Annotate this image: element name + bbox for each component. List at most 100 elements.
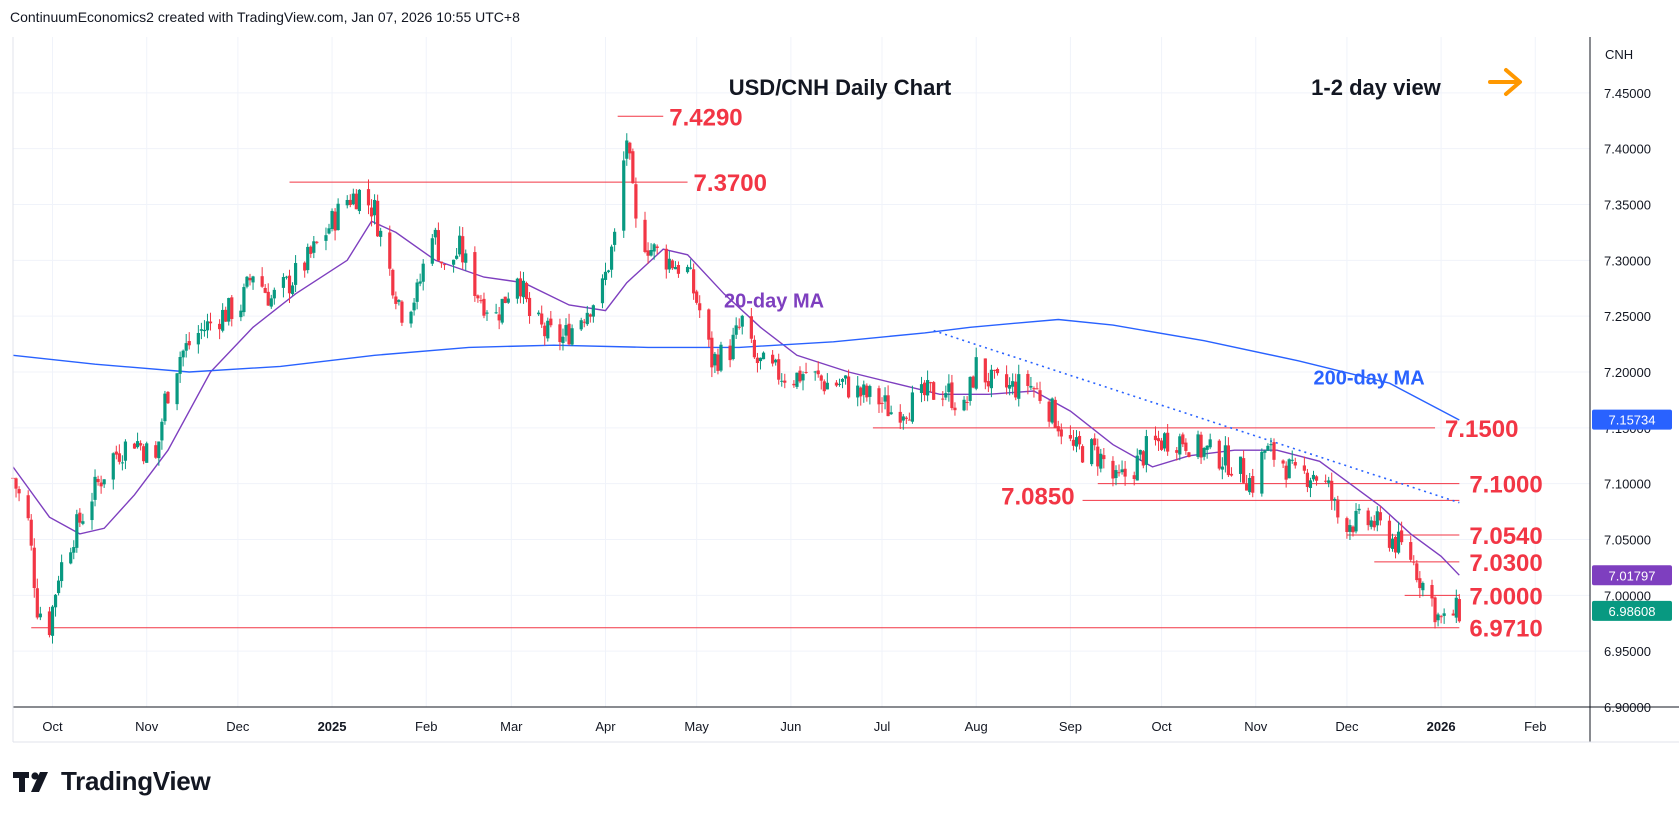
level-labels: 7.4290 7.3700 7.1500 7.1000 7.0850 7.05407.03…: [669, 104, 1543, 642]
candle: [473, 246, 477, 302]
x-tick-label: Jun: [780, 719, 801, 734]
candle: [1181, 432, 1185, 448]
candle: [673, 261, 678, 270]
y-tick-label: 7.30000: [1604, 253, 1651, 268]
candle: [515, 277, 519, 304]
candle: [1014, 373, 1018, 401]
candle: [546, 317, 550, 342]
candle: [187, 332, 191, 350]
candle: [774, 358, 778, 366]
candle: [1223, 436, 1227, 473]
candle: [622, 151, 626, 238]
candle: [230, 294, 234, 327]
candle: [670, 259, 674, 271]
level-label: 7.4290: [669, 104, 742, 131]
candle: [962, 396, 966, 412]
candle: [1260, 448, 1264, 497]
candle: [139, 440, 143, 451]
candle: [1409, 536, 1413, 562]
candle: [603, 262, 608, 286]
candle: [1251, 468, 1255, 498]
candle: [843, 375, 848, 385]
candle: [1184, 438, 1188, 455]
candle: [968, 376, 972, 406]
candle: [96, 475, 100, 486]
candle: [1056, 420, 1060, 437]
candle: [135, 432, 140, 449]
candle: [971, 375, 975, 389]
candle: [1229, 467, 1234, 477]
candle: [1178, 433, 1182, 461]
candle: [1099, 448, 1103, 473]
candle: [330, 208, 334, 232]
candle: [974, 347, 978, 391]
candle: [527, 292, 532, 324]
candle: [38, 606, 42, 621]
candle: [567, 313, 571, 346]
candle: [1032, 386, 1036, 398]
candle: [740, 314, 744, 335]
candle: [965, 396, 969, 411]
candle: [901, 414, 905, 430]
y-tick-label: 7.40000: [1604, 142, 1651, 157]
candle: [145, 441, 149, 463]
candle: [792, 380, 796, 388]
candle: [944, 385, 948, 401]
candle: [208, 312, 213, 331]
candle: [804, 362, 808, 374]
candle: [421, 259, 425, 291]
candle: [995, 367, 1000, 376]
ma20-label: 20-day MA: [724, 290, 824, 312]
candle: [1308, 477, 1313, 498]
candle: [1132, 471, 1136, 486]
candle: [588, 313, 592, 323]
level-label: 7.3700: [694, 170, 767, 197]
candle: [1393, 535, 1398, 559]
candle: [1457, 594, 1461, 623]
candle: [950, 374, 954, 411]
candle: [1387, 515, 1392, 552]
candle: [1354, 503, 1358, 534]
candle: [218, 319, 222, 340]
horizontal-levels: [31, 115, 1460, 629]
resistance-trendline: [933, 329, 1460, 504]
candle: [749, 307, 753, 343]
candle: [947, 374, 951, 402]
candle: [1390, 533, 1395, 552]
candle: [549, 310, 553, 328]
candle: [628, 141, 632, 160]
y-tick-label: 6.90000: [1604, 700, 1651, 715]
candle: [540, 305, 544, 328]
candle: [1123, 460, 1127, 486]
candle: [439, 261, 444, 268]
level-label: 7.0000: [1469, 583, 1542, 610]
candle: [1005, 365, 1009, 395]
candle: [379, 227, 383, 247]
candle: [503, 296, 507, 304]
candle: [649, 243, 653, 257]
level-label: 6.9710: [1469, 616, 1542, 643]
candle: [415, 278, 419, 310]
y-tick-label: 7.25000: [1604, 309, 1651, 324]
candle: [312, 235, 316, 259]
candle: [752, 335, 757, 360]
candle: [394, 291, 398, 310]
candle: [47, 606, 52, 638]
candle: [631, 148, 635, 184]
candle: [1369, 516, 1373, 530]
x-tick-label: Apr: [595, 719, 616, 734]
candle: [907, 412, 911, 421]
candle: [102, 479, 106, 488]
candle: [1357, 504, 1361, 514]
candle: [646, 242, 650, 264]
candle: [1053, 396, 1057, 429]
candle: [865, 383, 869, 402]
candle: [1093, 433, 1097, 451]
candle: [1418, 571, 1422, 598]
candle: [245, 275, 249, 289]
candle: [664, 244, 668, 279]
candle: [75, 509, 79, 553]
candle: [798, 366, 802, 384]
candle: [333, 208, 337, 241]
